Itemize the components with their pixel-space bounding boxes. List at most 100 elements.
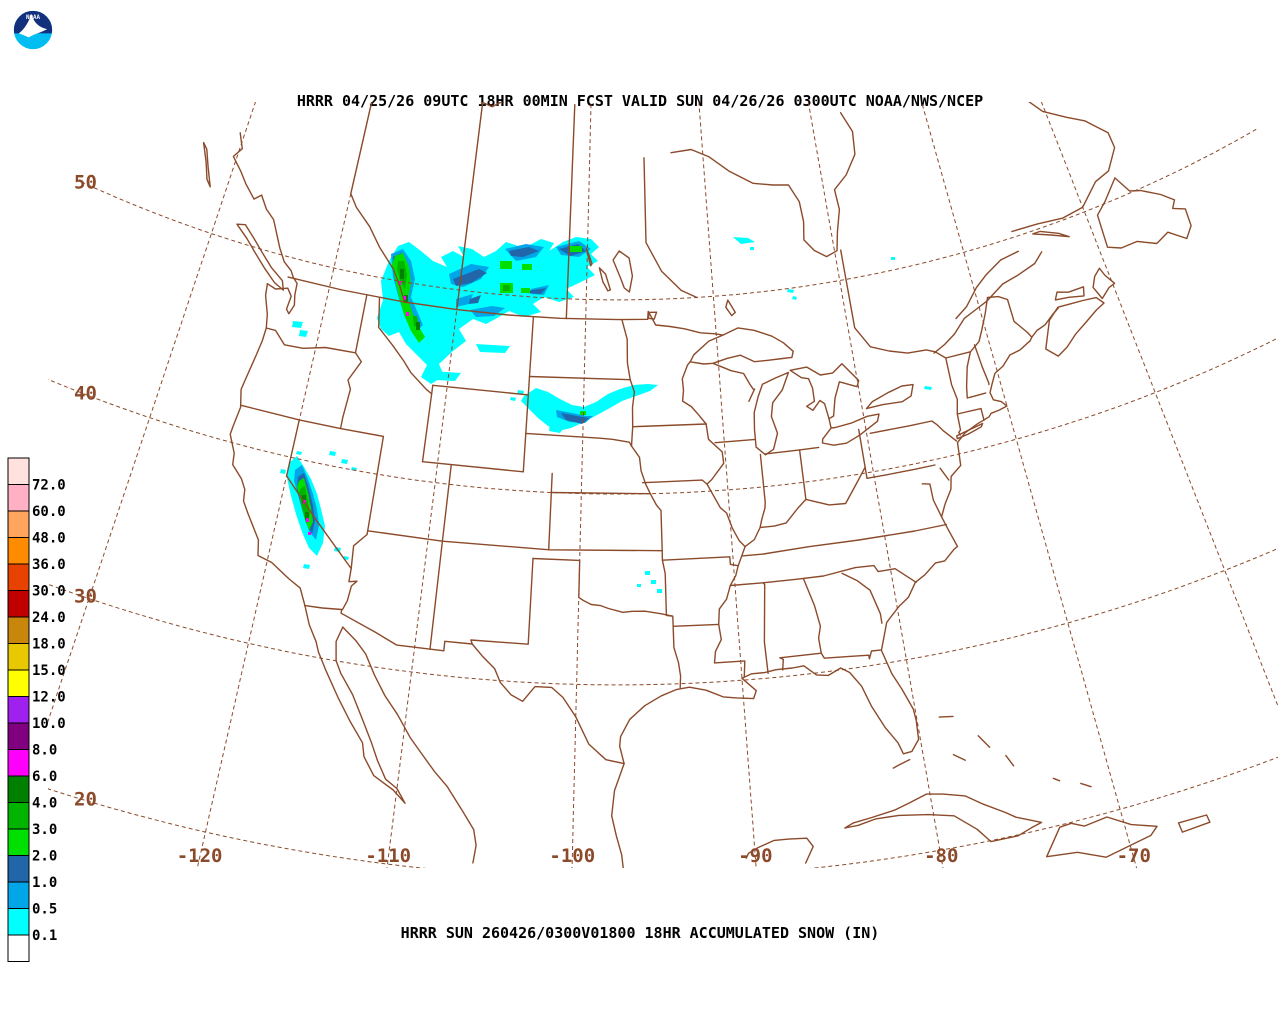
colorbar-segment	[7, 855, 30, 883]
meridian--90	[698, 102, 757, 868]
snow-area-4.0in	[416, 322, 420, 330]
map-outline	[672, 623, 720, 627]
map-outline	[350, 435, 385, 570]
colorbar-segment	[7, 775, 30, 803]
map-outline	[1032, 230, 1070, 238]
snow-area-0.1in	[432, 371, 461, 381]
colorbar-label: 30.0	[32, 584, 66, 600]
map-outline	[689, 327, 794, 365]
page-title: HRRR 04/25/26 09UTC 18HR 00MIN FCST VALI…	[296, 92, 984, 110]
snow-area-0.1in	[476, 344, 510, 353]
snow-area-0.1in	[292, 321, 303, 328]
coastlines-and-borders	[202, 102, 1211, 868]
map-outline	[753, 371, 790, 456]
map-outline	[265, 327, 357, 354]
colorbar-segment	[7, 616, 30, 644]
colorbar-label: 18.0	[32, 637, 66, 653]
map-outline	[725, 299, 736, 317]
map-outline	[705, 423, 746, 677]
map-outline	[642, 479, 708, 485]
colorbar-label: 10.0	[32, 716, 66, 732]
colorbar-segment	[7, 722, 30, 750]
map-outline	[741, 523, 948, 557]
noaa-logo: NOAA	[13, 10, 53, 50]
map-outline	[367, 530, 663, 552]
snow-area-0.1in	[787, 289, 794, 293]
meridian--100	[571, 102, 592, 868]
snow-area-2.0in	[522, 264, 532, 270]
snow-area-6.0in	[406, 312, 409, 316]
map-outline	[1046, 816, 1158, 858]
map-outline	[764, 446, 820, 455]
map-outline	[841, 572, 883, 624]
map-outline	[236, 223, 284, 291]
snow-area-0.1in	[341, 459, 348, 464]
map-outline	[643, 157, 698, 299]
map-outline	[854, 564, 917, 583]
map-outline	[1092, 267, 1116, 300]
map-outline	[681, 361, 707, 425]
graticule-labels: 50 40 30 20 -120 -110 -100 -90 -80 -70	[74, 172, 1151, 867]
map-outline	[550, 491, 651, 495]
snow-area-2.0in	[500, 261, 512, 269]
snow-area-0.1in	[733, 237, 755, 244]
map-outline	[525, 432, 633, 447]
map-outline	[1080, 782, 1092, 788]
map-outline	[965, 351, 972, 399]
map-outline	[821, 413, 880, 446]
snow-area-0.1in	[637, 584, 641, 587]
map-outline	[378, 296, 433, 395]
snow-area-6.0in	[308, 532, 311, 535]
map-outline	[528, 375, 631, 381]
lon-label--90: -90	[738, 845, 772, 867]
map-outline	[921, 483, 943, 518]
map-outline	[956, 407, 982, 415]
colorbar-label: 60.0	[32, 504, 66, 520]
map-outline	[892, 758, 911, 769]
map-outline	[585, 247, 593, 267]
colorbar-segment	[7, 802, 30, 830]
map-outline	[629, 379, 636, 447]
lat-label-30: 30	[74, 585, 97, 607]
colorbar-segment	[7, 934, 30, 962]
lat-label-40: 40	[74, 382, 97, 404]
seagull-icon	[18, 14, 48, 38]
snow-area-0.1in	[510, 397, 516, 401]
map-outline	[1011, 102, 1116, 233]
map-outline	[432, 384, 529, 396]
map-outline	[956, 422, 984, 440]
map-outline	[762, 582, 769, 674]
colorbar-segment	[7, 643, 30, 671]
snow-area-2.0in	[570, 246, 582, 252]
map-outline	[980, 407, 985, 421]
colorbar-segment	[7, 669, 30, 697]
colorbar-label: 0.1	[32, 928, 57, 944]
snow-area-0.1in	[792, 296, 797, 300]
lon-label--70: -70	[1117, 845, 1151, 867]
map-outline	[866, 464, 936, 479]
parallel-30	[48, 547, 1278, 686]
map-outline	[1052, 777, 1061, 782]
map-outline	[1054, 286, 1085, 301]
map-outline	[955, 250, 1019, 320]
map-outline	[661, 556, 739, 567]
snow-area-0.5in	[456, 294, 473, 307]
snow-area-3.0in	[503, 285, 510, 291]
map-outline	[202, 141, 211, 188]
colorbar-label: 2.0	[32, 849, 57, 865]
map-outline	[1005, 754, 1015, 767]
map-outline	[938, 715, 954, 718]
map-outline	[1177, 814, 1211, 833]
colorbar-segment	[7, 749, 30, 777]
colorbar-label: 1.0	[32, 875, 57, 891]
snow-area-0.1in	[924, 386, 932, 390]
map-outline	[844, 793, 1043, 843]
map-outline	[621, 318, 631, 381]
map-outline	[945, 357, 962, 436]
snow-area-0.1in	[296, 451, 302, 455]
map-outline	[429, 464, 452, 650]
snow-area-0.1in	[280, 469, 286, 474]
noaa-logo-text: NOAA	[26, 15, 41, 21]
map-outline	[421, 461, 524, 473]
